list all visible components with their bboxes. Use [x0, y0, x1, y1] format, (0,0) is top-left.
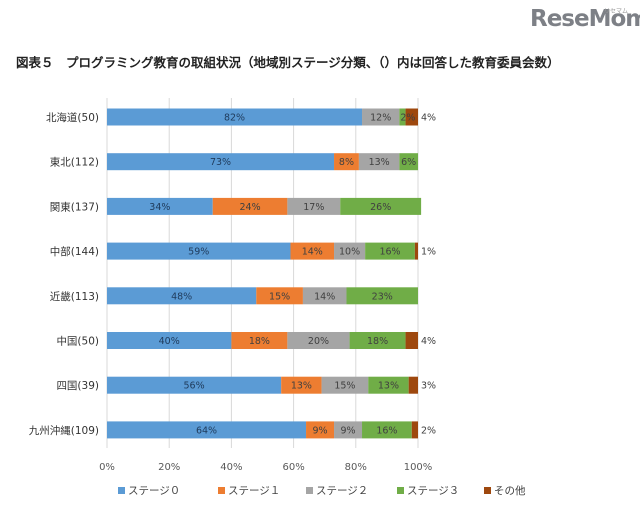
bar-segment: [412, 421, 418, 438]
legend-swatch: [118, 487, 125, 494]
bar-segment: [406, 332, 418, 349]
bar-segment: [409, 377, 418, 394]
data-label: 34%: [149, 202, 170, 213]
data-label: 18%: [249, 336, 270, 347]
data-label: 26%: [370, 202, 391, 213]
data-label: 15%: [334, 381, 355, 392]
data-label: 40%: [159, 336, 180, 347]
legend-swatch: [218, 487, 225, 494]
data-label: 24%: [239, 202, 260, 213]
legend-swatch: [484, 487, 491, 494]
data-label: 18%: [367, 336, 388, 347]
data-label: 13%: [369, 157, 390, 168]
x-tick-label: 40%: [220, 462, 242, 473]
legend-label: ステージ３: [407, 485, 459, 497]
stacked-bar-chart: 0% 20% 40% 60% 80% 100% 北海道(50) 82% 12% 2% 4% 東北(11…: [0, 0, 640, 511]
data-label: 16%: [376, 425, 397, 436]
legend-swatch: [306, 487, 313, 494]
legend-label: その他: [494, 484, 526, 497]
bar-segment: [415, 243, 418, 260]
data-label: 64%: [196, 425, 217, 436]
data-label: 14%: [314, 291, 335, 302]
data-label: 13%: [378, 381, 399, 392]
legend-label: ステージ０: [128, 485, 180, 497]
data-label: 16%: [379, 247, 400, 258]
data-label: 48%: [171, 291, 192, 302]
legend-label: ステージ２: [316, 485, 368, 497]
legend-label: ステージ１: [228, 485, 280, 497]
data-label: 9%: [340, 425, 355, 436]
category-label: 北海道(50): [46, 111, 99, 124]
data-label: 2%: [421, 425, 436, 436]
x-tick-label: 20%: [158, 462, 180, 473]
category-label: 中国(50): [56, 335, 99, 348]
data-label: 9%: [312, 425, 327, 436]
category-label: 東北(112): [50, 156, 99, 169]
legend-swatch: [397, 487, 404, 494]
category-label: 九州沖縄(109): [29, 424, 99, 437]
x-tick-label: 0%: [99, 462, 115, 473]
data-label: 13%: [291, 381, 312, 392]
data-label: 2%: [400, 113, 415, 124]
category-label: 四国(39): [56, 380, 99, 392]
data-label: 73%: [210, 157, 231, 168]
data-label: 56%: [184, 381, 205, 392]
data-label: 15%: [269, 291, 290, 302]
data-label: 3%: [421, 381, 436, 392]
data-label: 8%: [339, 157, 354, 168]
data-label: 14%: [302, 247, 323, 258]
data-label: 59%: [188, 247, 209, 258]
data-label: 17%: [303, 202, 324, 213]
x-tick-label: 100%: [404, 462, 433, 473]
x-tick-label: 80%: [345, 462, 367, 473]
data-label: 1%: [421, 247, 436, 258]
data-label: 23%: [372, 291, 393, 302]
category-label: 関東(137): [50, 200, 99, 213]
category-label: 近畿(113): [50, 290, 99, 303]
data-label: 4%: [421, 336, 436, 347]
data-label: 12%: [370, 113, 391, 124]
data-label: 82%: [224, 113, 245, 124]
data-label: 6%: [401, 157, 416, 168]
data-label: 20%: [308, 336, 329, 347]
data-label: 10%: [339, 247, 360, 258]
data-label: 4%: [421, 113, 436, 124]
x-tick-label: 60%: [282, 462, 304, 473]
category-label: 中部(144): [50, 245, 99, 258]
